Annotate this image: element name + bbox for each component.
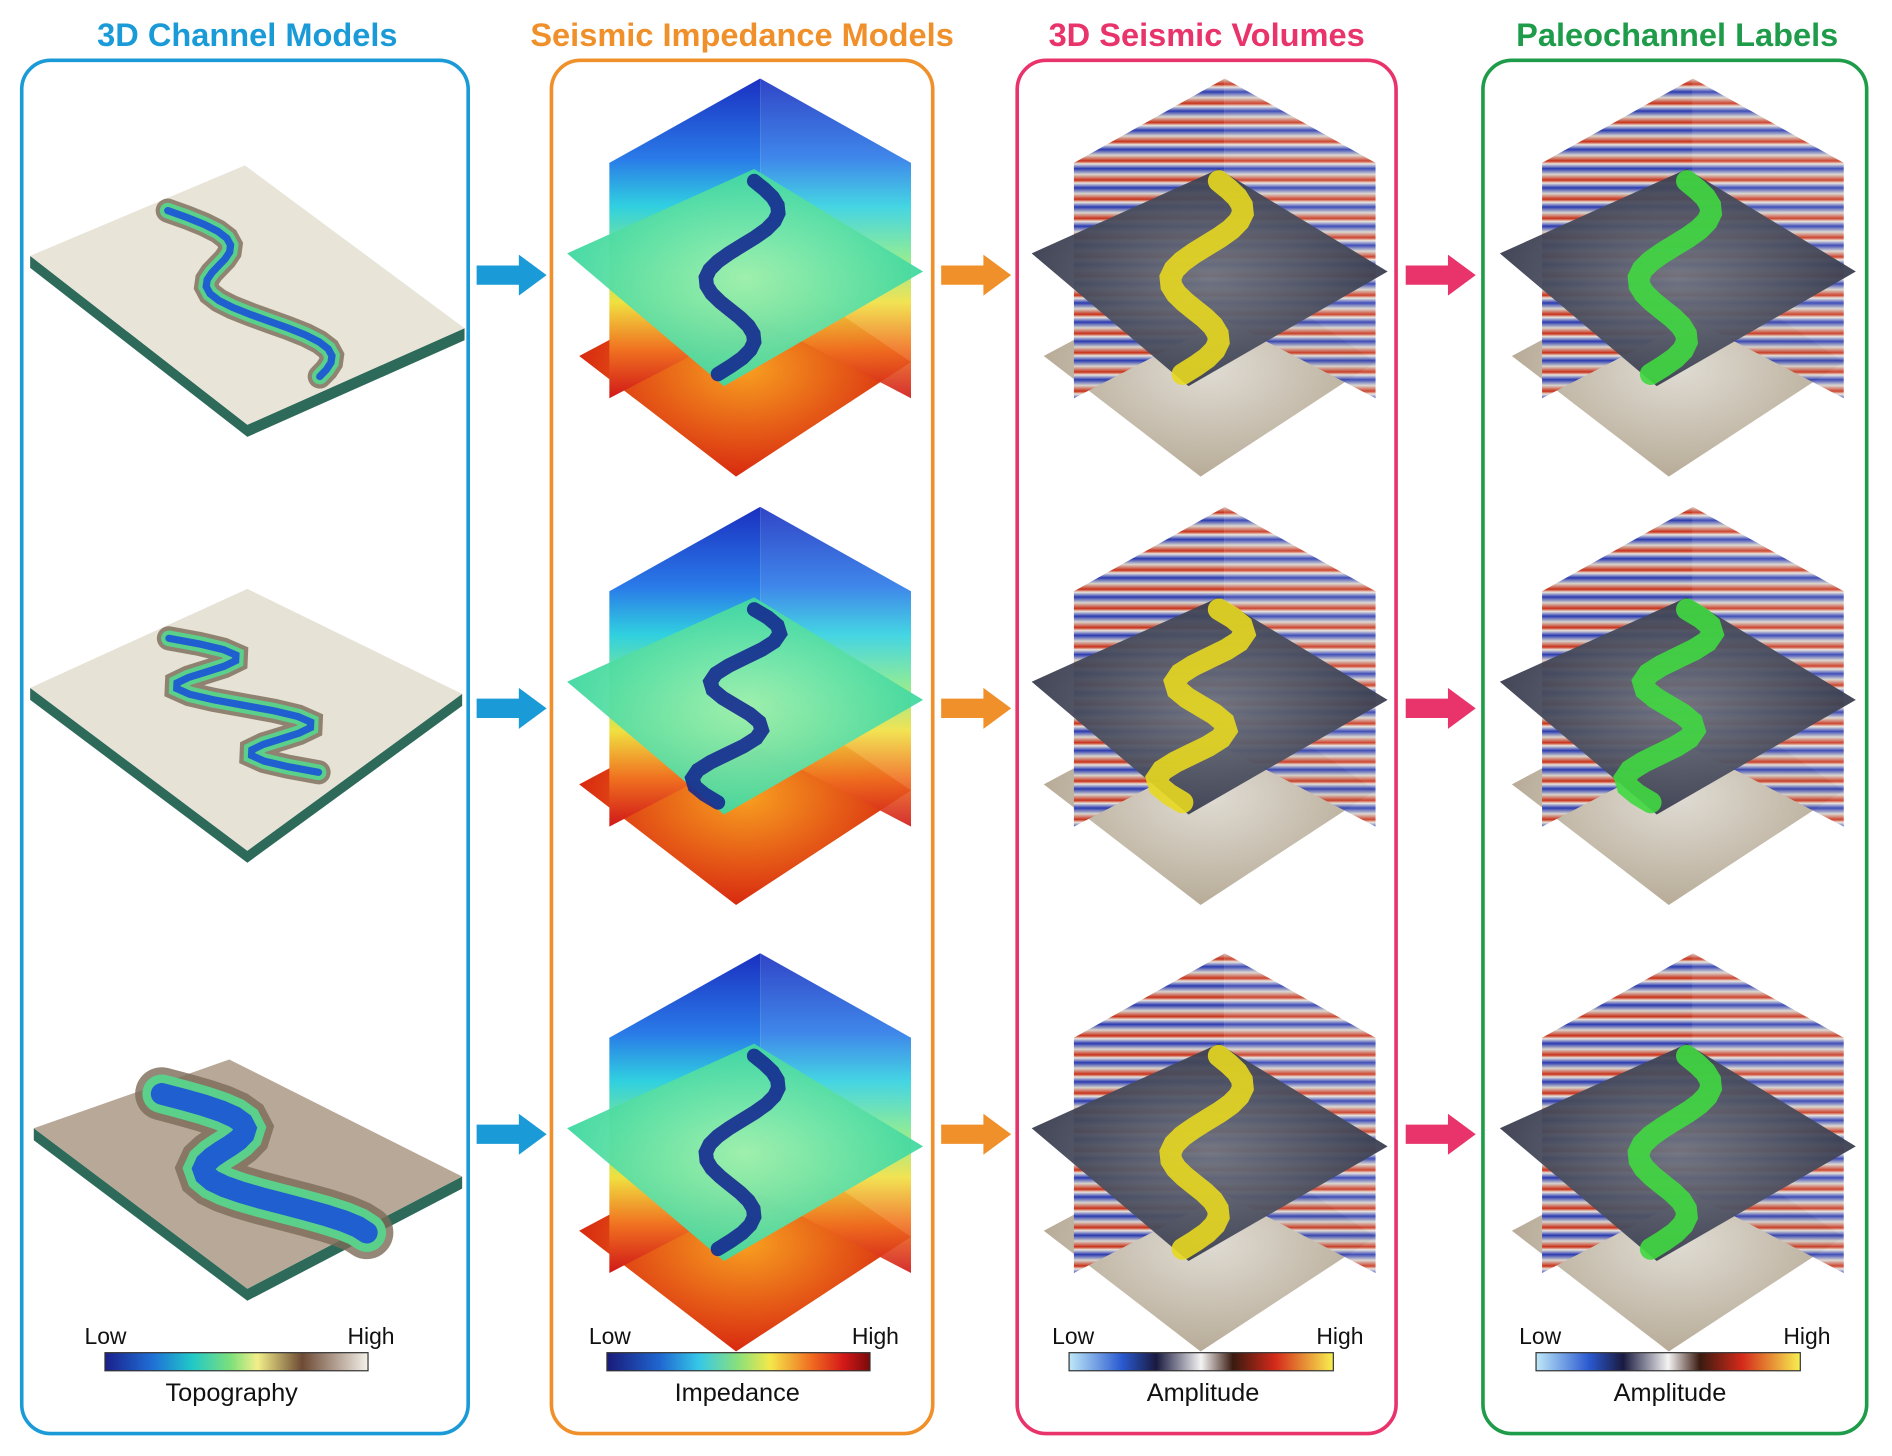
cube-slice (567, 168, 924, 387)
arrow (941, 1113, 1012, 1155)
column-frame (19, 58, 470, 1436)
column-frame (549, 58, 935, 1436)
cube-slice (1499, 1043, 1856, 1261)
colorbar-low: Low (1519, 1323, 1561, 1349)
channel (698, 173, 786, 382)
arrow (1405, 1113, 1476, 1155)
column-title: Seismic Impedance Models (530, 17, 953, 53)
column-title: Paleochannel Labels (1516, 17, 1838, 53)
arrow (1405, 254, 1476, 296)
colorbar-label: Impedance (675, 1379, 800, 1407)
channel (1159, 170, 1254, 385)
channel (164, 206, 336, 381)
channel (1145, 598, 1257, 814)
colorbar-low: Low (1052, 1323, 1094, 1349)
channel (150, 1082, 378, 1244)
colorbar-low: Low (84, 1323, 126, 1349)
channel (684, 602, 788, 810)
arrow (476, 687, 547, 729)
arrow (941, 687, 1012, 729)
channel (1159, 1044, 1254, 1260)
colorbar-high: High (1783, 1323, 1830, 1349)
cube-slice (1031, 168, 1388, 387)
colorbar-label: Amplitude (1614, 1379, 1727, 1407)
colorbar-label: Amplitude (1147, 1379, 1260, 1407)
cube-slice (1031, 1043, 1388, 1261)
colorbar-high: High (347, 1323, 394, 1349)
colorbar (1535, 1352, 1801, 1372)
arrow (476, 254, 547, 296)
channel (1627, 1044, 1723, 1260)
arrow (941, 254, 1012, 296)
cube-slice (567, 1043, 924, 1261)
column-title: 3D Channel Models (97, 17, 397, 53)
illustrations (30, 78, 1856, 1352)
column-title: 3D Seismic Volumes (1049, 17, 1365, 53)
colorbar (1068, 1352, 1334, 1372)
channel (165, 634, 323, 776)
arrow (476, 1113, 547, 1155)
column-frame (1015, 58, 1398, 1436)
colorbar-label: Topography (165, 1379, 298, 1407)
colorbar (606, 1352, 871, 1372)
cube-slice (1499, 168, 1856, 387)
channel (1627, 170, 1723, 385)
column-frame (1481, 58, 1869, 1436)
slab-top (30, 165, 465, 425)
channel (1613, 598, 1725, 814)
colorbar-low: Low (589, 1323, 631, 1349)
slab-top (30, 588, 463, 851)
colorbar (104, 1352, 369, 1372)
colorbar-high: High (852, 1323, 899, 1349)
channel (698, 1048, 786, 1257)
colorbar-high: High (1316, 1323, 1363, 1349)
arrow (1405, 687, 1476, 729)
